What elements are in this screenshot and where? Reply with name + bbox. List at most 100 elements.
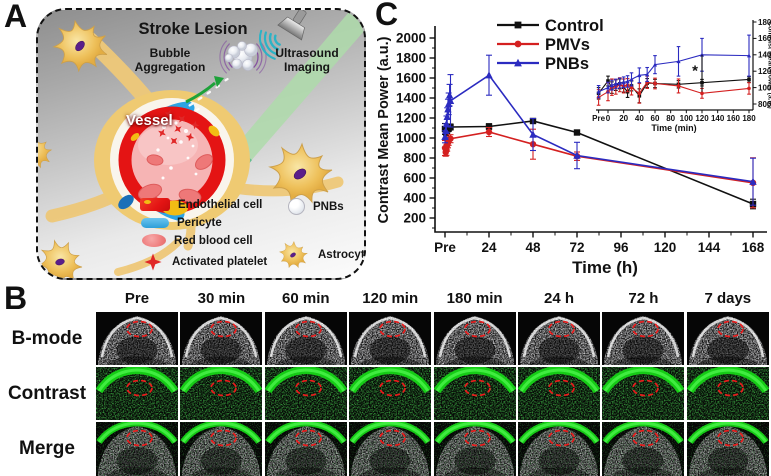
lesion-annotation [294, 429, 322, 447]
lesion-annotation [294, 320, 322, 338]
y-tick-label: 800 [403, 151, 426, 166]
column-header-120-min: 120 min [362, 290, 419, 307]
x-tick-label: 168 [742, 240, 765, 255]
lesion-annotation [379, 379, 406, 397]
lesion-annotation [294, 379, 322, 397]
inset-series-PNBs [596, 34, 752, 99]
ultrasound-B-mode-60 min [264, 312, 347, 365]
inset-x-tick: 180 [742, 114, 756, 123]
bubble-aggregate [219, 40, 267, 74]
inset-x-tick: 20 [619, 114, 628, 123]
ultrasound-Contrast-Pre [96, 367, 178, 420]
panel-b: B B-mode Contrast Merge Pre 30 min 60 min 1… [0, 280, 771, 476]
y-tick-label: 1000 [396, 131, 426, 146]
inset-x-tick: 40 [635, 114, 644, 123]
astrocyte-swatch [279, 241, 308, 268]
inset-y-tick: 1000 [758, 83, 771, 92]
inset-y-tick: 1800 [758, 18, 771, 27]
lesion-annotation [632, 429, 660, 447]
ultrasound-B-mode-180 min [433, 312, 516, 365]
lesion-annotation [463, 429, 491, 447]
column-header-24-h: 24 h [543, 290, 574, 307]
legend-label-PNBs: PNBs [545, 55, 589, 73]
series-PMVs [441, 126, 757, 209]
x-tick-label: 120 [654, 240, 677, 255]
ultrasound-B-mode-24 h [518, 312, 600, 365]
y-tick-label: 1800 [396, 51, 426, 66]
ultrasound-beam [234, 10, 364, 162]
inset-x-tick: 0 [606, 114, 611, 123]
panel-b-label: B [4, 280, 28, 316]
ultrasound-B-mode-72 h [602, 312, 685, 365]
legend-label-PMVs: PMVs [545, 36, 590, 54]
ultrasound-B-mode-30 min [180, 312, 263, 365]
bubble-trail [188, 77, 229, 112]
row-label-bmode: B-mode [11, 328, 83, 349]
inset-x-tick: 60 [651, 114, 660, 123]
inset-x-tick: Pre [592, 114, 605, 123]
lesion-annotation [379, 320, 406, 338]
column-header-30-min: 30 min [197, 290, 246, 307]
legend-item-platelet: Activated platelet [142, 252, 267, 272]
pnb-swatch [288, 198, 305, 215]
ultrasound-Merge-Pre [96, 422, 178, 476]
red-blood-cell-swatch [142, 234, 166, 247]
pericyte-swatch [141, 218, 169, 228]
y-tick-label: 1600 [396, 71, 426, 86]
inset-x-tick: 120 [695, 114, 709, 123]
ultrasound-Merge-7 days [686, 422, 769, 476]
legend-item-pericyte: Pericyte [141, 217, 222, 229]
lesion-annotation [548, 379, 575, 397]
astrocyte [38, 234, 89, 278]
legend-item-rbc: Red blood cell [142, 234, 253, 247]
inset-x-tick: 160 [727, 114, 741, 123]
lesion-annotation [716, 429, 744, 447]
bubble-aggregation-label: Bubble Aggregation [134, 46, 206, 75]
ultrasound-B-mode-120 min [349, 312, 432, 365]
ultrasound-waves [258, 29, 281, 60]
y-tick-label: 400 [403, 191, 426, 206]
lesion-annotation [126, 429, 153, 447]
ultrasound-Merge-24 h [518, 422, 600, 476]
inset-y-tick: 800 [758, 100, 771, 109]
series-PNBs [441, 54, 757, 206]
ultrasound-Merge-30 min [180, 422, 263, 476]
ultrasound-Contrast-72 h [602, 367, 685, 420]
x-tick-label: 144 [698, 240, 721, 255]
lesion-annotation [632, 379, 660, 397]
panel-c: C 200 400 600 800 1000 1200 1400 1600 1800 2000 Pr… [375, 0, 771, 290]
pericyte-nucleus [118, 194, 134, 210]
lesion-annotation [210, 429, 238, 447]
ultrasound-imaging-label: Ultrasound Imaging [275, 46, 339, 75]
ultrasound-Contrast-120 min [349, 367, 432, 420]
ultrasound-Contrast-24 h [518, 367, 600, 420]
inset-y-tick: 1400 [758, 51, 771, 60]
ultrasound-Contrast-180 min [433, 367, 516, 420]
platelet-swatch [144, 253, 162, 271]
lesion-annotation [716, 379, 744, 397]
legend-label-Control: Control [545, 17, 604, 35]
y-tick-label: 1200 [396, 111, 426, 126]
inset-x-tick: 100 [680, 114, 694, 123]
ultrasound-Contrast-7 days [686, 367, 769, 420]
x-tick-label: 48 [525, 240, 541, 255]
y-axis-title: Contrast Mean Power (a.u.) [376, 36, 392, 223]
ultrasound-B-mode-Pre [96, 312, 178, 365]
microbubbles [156, 121, 198, 180]
lesion-annotation [126, 320, 153, 338]
inset-x-tick: 80 [666, 114, 675, 123]
inset-y-tick: 1200 [758, 67, 771, 76]
legend-item-pnbs: PNBs [288, 198, 344, 215]
column-header-180-min: 180 min [446, 290, 503, 307]
x-tick-label: 24 [481, 240, 497, 255]
ultrasound-Merge-60 min [264, 422, 347, 476]
column-header-60-min: 60 min [282, 290, 330, 307]
red-blood-cells [137, 154, 214, 204]
y-tick-label: 2000 [396, 31, 426, 46]
inset-y-tick: 1600 [758, 34, 771, 43]
x-tick-label: 96 [613, 240, 629, 255]
